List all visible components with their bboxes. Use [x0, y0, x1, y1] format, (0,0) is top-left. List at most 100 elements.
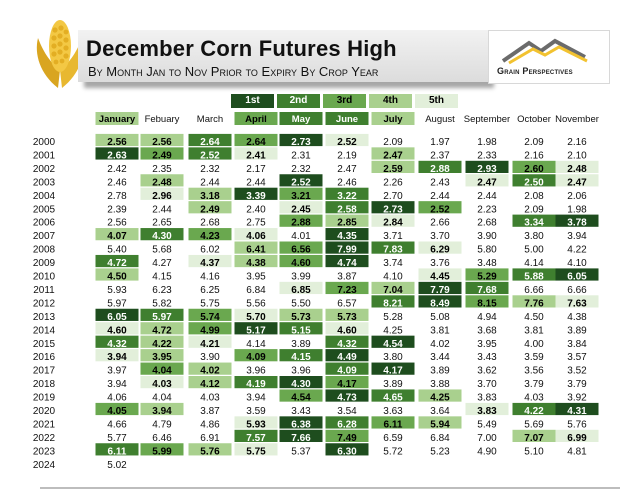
value-cell: 2.50 [524, 177, 544, 188]
rank-cell [140, 308, 184, 321]
column-header-bg [95, 112, 139, 125]
page-subtitle: By Month Jan to Nov Prior to Expiry By C… [88, 64, 379, 79]
value-cell: 3.89 [567, 325, 587, 336]
value-cell: 2.17 [246, 164, 266, 175]
value-cell: 4.79 [152, 419, 172, 430]
value-cell: 5.99 [152, 446, 172, 457]
value-cell: 2.46 [337, 177, 357, 188]
rank-cell [140, 402, 184, 416]
value-cell: 3.96 [291, 366, 311, 377]
value-cell: 5.74 [200, 312, 220, 323]
value-cell: 3.89 [291, 339, 311, 350]
value-cell: 5.00 [524, 245, 544, 256]
value-cell: 3.89 [430, 366, 450, 377]
value-cell: 7.76 [524, 298, 544, 309]
value-cell: 2.85 [337, 218, 357, 229]
rank-cell [188, 362, 232, 375]
rank-cell [188, 376, 232, 389]
value-cell: 3.59 [246, 406, 266, 417]
value-cell: 5.77 [107, 433, 127, 444]
rank-cell [279, 254, 323, 268]
column-header: October [517, 114, 551, 125]
value-cell: 2.52 [200, 150, 220, 161]
value-cell: 4.60 [337, 325, 357, 336]
rank-cell [325, 187, 369, 200]
year-label: 2021 [33, 419, 56, 430]
value-cell: 7.83 [383, 245, 403, 256]
rank-cell [188, 443, 232, 456]
value-cell: 3.79 [567, 379, 587, 390]
rank-cell [512, 174, 556, 187]
rank-cell [325, 429, 369, 442]
rank-cell [95, 349, 139, 362]
value-cell: 3.83 [477, 406, 497, 417]
column-header: May [292, 114, 311, 125]
rank-cell [188, 228, 232, 241]
value-cell: 4.21 [200, 339, 220, 350]
value-cell: 2.19 [337, 150, 357, 161]
rank-cell [95, 443, 139, 456]
value-cell: 2.47 [477, 177, 497, 188]
value-cell: 3.97 [107, 366, 127, 377]
value-cell: 5.93 [246, 419, 266, 430]
value-cell: 3.44 [430, 352, 450, 363]
rank-cell [140, 376, 184, 389]
value-cell: 4.10 [383, 272, 403, 283]
rank-cell [325, 322, 369, 335]
rank-cell [512, 295, 556, 308]
value-cell: 4.09 [246, 352, 266, 363]
value-cell: 3.48 [477, 258, 497, 269]
value-cell: 1.97 [430, 137, 450, 148]
rank-cell [418, 389, 462, 402]
rank-cell [325, 281, 369, 295]
value-cell: 2.40 [246, 204, 266, 215]
value-cell: 2.70 [383, 191, 403, 202]
rank-cell [279, 174, 323, 187]
value-cell: 7.04 [383, 285, 403, 296]
value-cell: 5.15 [291, 325, 311, 336]
value-cell: 6.05 [107, 312, 127, 323]
column-header-bg [371, 112, 415, 125]
rank-cell [512, 214, 556, 227]
value-cell: 7.49 [337, 433, 357, 444]
value-cell: 2.10 [567, 150, 587, 161]
year-label: 2008 [33, 245, 56, 256]
rank-cell [279, 429, 323, 442]
value-cell: 6.29 [430, 245, 450, 256]
value-cell: 6.66 [567, 285, 587, 296]
value-cell: 2.44 [152, 204, 172, 215]
value-cell: 4.38 [246, 258, 266, 269]
value-cell: 4.03 [524, 393, 544, 404]
column-header-bg [279, 112, 323, 125]
value-cell: 2.68 [477, 218, 497, 229]
rank-cell [325, 376, 369, 389]
value-cell: 3.79 [524, 379, 544, 390]
rank-cell [279, 416, 323, 429]
value-cell: 4.22 [152, 339, 172, 350]
rank-cell [140, 228, 184, 241]
column-header-bg [325, 112, 369, 125]
value-cell: 2.84 [383, 218, 403, 229]
rank-cell [371, 362, 415, 375]
year-label: 2001 [33, 150, 56, 161]
value-cell: 2.78 [107, 191, 127, 202]
value-cell: 2.65 [152, 218, 172, 229]
value-cell: 4.66 [107, 419, 127, 430]
value-cell: 3.56 [524, 366, 544, 377]
logo-text: Grain Perspectives [497, 66, 573, 76]
column-header: November [555, 114, 599, 125]
rank-cell [512, 160, 556, 173]
value-cell: 6.41 [246, 245, 266, 256]
value-cell: 4.60 [291, 258, 311, 269]
rank-cell [325, 133, 369, 147]
value-cell: 7.79 [430, 285, 450, 296]
header-bar [78, 30, 488, 82]
rank-cell [325, 254, 369, 268]
value-cell: 2.44 [477, 191, 497, 202]
value-cell: 4.99 [200, 325, 220, 336]
value-cell: 4.35 [337, 231, 357, 242]
value-cell: 4.27 [152, 258, 172, 269]
value-cell: 7.63 [567, 298, 587, 309]
rank-cell [140, 147, 184, 160]
